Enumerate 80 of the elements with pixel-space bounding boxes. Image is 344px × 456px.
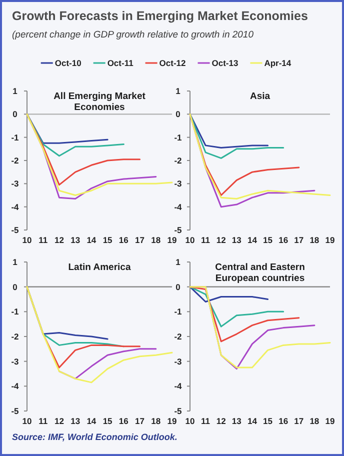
x-tick-label: 19 (325, 235, 335, 245)
x-tick-label: 12 (54, 235, 64, 245)
y-tick-label: -5 (174, 224, 182, 235)
x-tick-label: 15 (263, 235, 273, 245)
y-tick-label: -5 (11, 406, 20, 416)
chart-title: Latin America (68, 262, 132, 273)
y-tick-label: -2 (174, 155, 182, 166)
y-tick-label: -3 (11, 178, 20, 189)
x-tick-label: 11 (201, 235, 210, 245)
x-tick-label: 10 (22, 416, 32, 426)
legend-label: Oct-12 (159, 58, 186, 68)
y-tick-label: 0 (12, 109, 18, 120)
x-tick-label: 11 (38, 235, 48, 245)
x-tick-label: 14 (86, 416, 96, 426)
x-tick-label: 14 (247, 416, 258, 426)
y-tick-label: -5 (11, 224, 20, 235)
source-note: Source: IMF, World Economic Outlook. (12, 432, 178, 442)
legend-label: Oct-11 (107, 58, 134, 68)
x-tick-label: 10 (22, 235, 32, 245)
y-tick-label: -3 (174, 178, 182, 189)
text: Central and Eastern European countries (215, 262, 306, 284)
x-tick-label: 15 (102, 416, 113, 426)
x-tick-label: 19 (325, 416, 335, 426)
x-tick-label: 15 (102, 235, 113, 245)
x-tick-label: 16 (118, 416, 129, 426)
y-tick-label: -4 (11, 202, 20, 212)
x-tick-label: 17 (135, 416, 145, 426)
y-tick-label: -4 (174, 381, 182, 392)
x-tick-label: 18 (151, 416, 161, 426)
y-tick-label: -2 (11, 155, 20, 166)
x-tick-label: 16 (278, 416, 288, 426)
x-tick-label: 17 (294, 235, 304, 245)
x-tick-label: 18 (310, 235, 320, 245)
x-tick-label: 11 (38, 416, 48, 426)
y-tick-label: 0 (12, 282, 18, 292)
x-tick-label: 19 (167, 235, 177, 245)
y-tick-label: 0 (176, 282, 181, 292)
text: All Emerging Market Economies (54, 91, 146, 113)
x-tick-label: 15 (263, 416, 273, 426)
x-tick-label: 10 (185, 235, 195, 245)
text: Growth Forecasts in Emerging Market Economies (12, 9, 308, 23)
x-tick-label: 18 (151, 235, 161, 245)
x-tick-label: 13 (70, 416, 80, 426)
x-tick-label: 12 (54, 416, 64, 426)
x-tick-label: 12 (216, 235, 226, 245)
y-tick-label: -1 (11, 306, 20, 317)
y-tick-label: -2 (174, 331, 182, 342)
y-tick-label: 1 (176, 256, 181, 267)
y-tick-label: 1 (176, 86, 181, 96)
x-tick-label: 13 (232, 416, 242, 426)
y-tick-label: -4 (174, 202, 182, 212)
y-tick-label: -3 (174, 356, 182, 366)
x-tick-label: 19 (167, 416, 177, 426)
y-tick-label: 1 (12, 256, 18, 267)
y-tick-label: -4 (11, 381, 20, 392)
y-tick-label: 0 (176, 109, 181, 120)
x-tick-label: 18 (310, 416, 320, 426)
y-tick-label: -1 (174, 132, 182, 142)
x-tick-label: 17 (135, 235, 145, 245)
y-tick-label: -1 (11, 132, 20, 142)
x-tick-label: 14 (247, 235, 258, 245)
x-tick-label: 17 (294, 416, 304, 426)
x-tick-label: 16 (278, 235, 288, 245)
x-tick-label: 10 (185, 416, 195, 426)
x-tick-label: 11 (201, 416, 210, 426)
y-tick-label: -2 (11, 331, 20, 342)
x-tick-label: 13 (70, 235, 80, 245)
legend-label: Oct-10 (54, 58, 82, 68)
x-tick-label: 12 (216, 416, 226, 426)
text: (percent change in GDP growth relative to growth in 2010 (12, 30, 254, 40)
y-tick-label: 1 (12, 86, 18, 96)
chart-title: Asia (250, 91, 271, 102)
y-tick-label: -5 (174, 406, 182, 416)
legend-label: Apr-14 (264, 58, 292, 68)
x-tick-label: 13 (232, 235, 242, 245)
y-tick-label: -3 (11, 356, 20, 366)
legend-label: Oct-13 (212, 58, 238, 68)
x-tick-label: 14 (86, 235, 96, 245)
x-tick-label: 16 (118, 235, 129, 245)
y-tick-label: -1 (174, 306, 182, 317)
